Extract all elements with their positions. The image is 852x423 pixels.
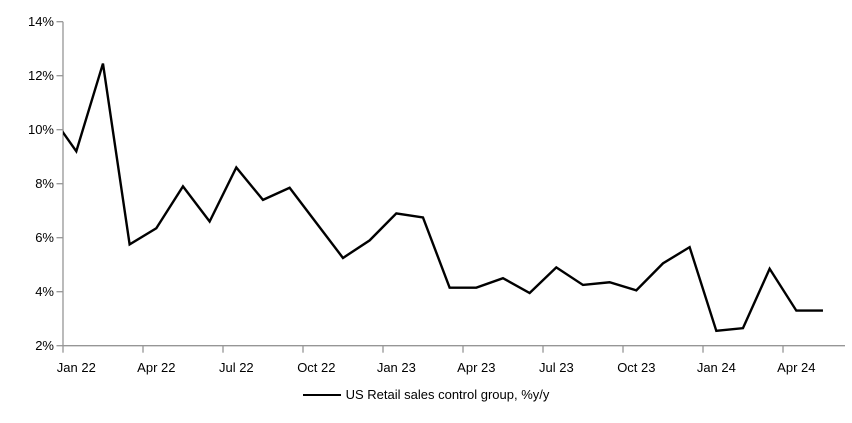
x-tick-label: Apr 24 — [777, 360, 815, 375]
y-tick-label: 14% — [28, 14, 54, 29]
y-tick-label: 2% — [35, 338, 54, 353]
legend-label: US Retail sales control group, %y/y — [345, 387, 550, 402]
x-tick-label: Jan 23 — [377, 360, 416, 375]
x-tick-label: Jul 23 — [539, 360, 574, 375]
legend-line-swatch — [302, 393, 341, 396]
x-tick-label: Apr 23 — [457, 360, 495, 375]
x-tick-label: Apr 22 — [137, 360, 175, 375]
y-tick-label: 4% — [35, 284, 54, 299]
plot-area: 14% 12% 10% 8% 6% 4% 2%Jan 22 Apr 22 Jul 22 Oct 2… — [28, 14, 845, 375]
x-tick-label: Jan 22 — [57, 360, 96, 375]
y-tick-label: 10% — [28, 122, 54, 137]
y-tick-label: 6% — [35, 230, 54, 245]
x-tick-label: Oct 23 — [617, 360, 655, 375]
y-tick-label: 8% — [35, 176, 54, 191]
x-tick-label: Oct 22 — [297, 360, 335, 375]
y-tick-label: 12% — [28, 68, 54, 83]
x-tick-label: Jul 22 — [219, 360, 254, 375]
x-tick-label: Jan 24 — [697, 360, 736, 375]
series-line-retail-control-group — [63, 63, 823, 333]
chart-legend: US Retail sales control group, %y/y — [0, 387, 852, 402]
